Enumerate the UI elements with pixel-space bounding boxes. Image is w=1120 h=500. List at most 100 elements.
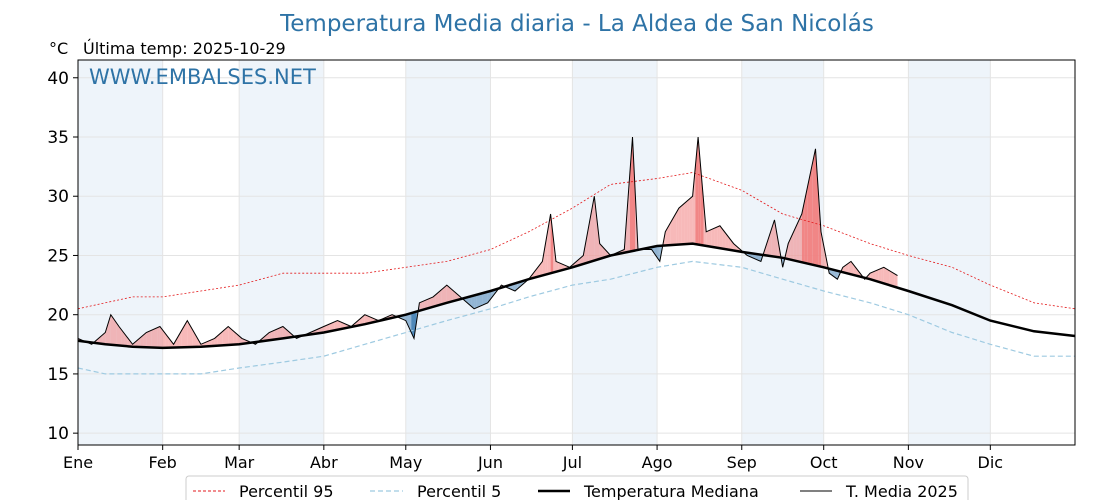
deviation-fill-day-271 — [818, 190, 821, 267]
deviation-fill-day-12 — [110, 314, 114, 345]
deviation-fill-day-222 — [684, 201, 688, 245]
deviation-fill-day-217 — [670, 217, 674, 246]
deviation-fill-day-292 — [875, 269, 879, 282]
deviation-fill-day-249 — [758, 254, 761, 262]
deviation-fill-day-28 — [154, 327, 158, 348]
y-tick-label-15: 15 — [47, 365, 69, 385]
deviation-fill-day-270 — [815, 148, 819, 266]
deviation-fill-day-254 — [771, 219, 775, 257]
deviation-fill-day-285 — [856, 268, 860, 277]
deviation-fill-day-261 — [790, 231, 794, 261]
x-tick-label-jun: Jun — [477, 453, 503, 472]
deviation-fill-day-291 — [872, 270, 876, 281]
x-tick-label-oct: Oct — [810, 453, 838, 472]
plot-frame — [77, 59, 1076, 446]
deviation-fill-day-14 — [116, 322, 119, 346]
deviation-fill-day-234 — [717, 225, 720, 249]
deviation-fill-day-10 — [105, 323, 108, 345]
deviation-fill-day-203 — [632, 137, 636, 251]
deviation-fill-day-106 — [367, 315, 371, 324]
deviation-fill-day-228 — [700, 168, 704, 246]
deviation-fill-day-27 — [151, 328, 155, 348]
deviation-fill-day-269 — [812, 148, 816, 266]
deviation-fill-day-13 — [113, 318, 117, 346]
deviation-fill-day-282 — [848, 261, 851, 275]
month-band-mar — [239, 60, 324, 445]
deviation-fill-day-277 — [834, 270, 838, 280]
deviation-fill-day-72 — [274, 328, 278, 340]
deviation-fill-day-93 — [332, 321, 335, 331]
deviation-fill-day-52 — [220, 331, 223, 346]
deviation-fill-day-70 — [269, 331, 272, 341]
deviation-fill-day-212 — [657, 245, 660, 262]
deviation-fill-day-104 — [362, 314, 365, 325]
deviation-fill-day-266 — [804, 187, 808, 264]
deviation-fill-day-169 — [539, 261, 543, 277]
deviation-fill-day-298 — [892, 272, 895, 287]
deviation-fill-day-239 — [730, 240, 734, 251]
legend-label-p5: Percentil 5 — [417, 482, 501, 500]
deviation-fill-day-173 — [550, 214, 554, 274]
deviation-fill-day-132 — [438, 289, 442, 306]
deviation-fill-day-40 — [187, 320, 190, 348]
deviation-fill-day-299 — [894, 273, 898, 288]
deviation-fill-day-31 — [162, 330, 166, 348]
deviation-fill-day-235 — [719, 225, 723, 249]
deviation-fill-day-71 — [271, 330, 275, 340]
deviation-fill-day-151 — [490, 290, 494, 300]
deviation-fill-day-296 — [886, 269, 890, 286]
deviation-fill-day-16 — [121, 330, 125, 346]
deviation-fill-day-137 — [452, 289, 455, 302]
x-tick-label-may: May — [389, 453, 422, 472]
x-tick-label-feb: Feb — [149, 453, 177, 472]
x-tick-label-mar: Mar — [224, 453, 255, 472]
deviation-fill-day-54 — [225, 326, 229, 346]
deviation-fill-day-92 — [329, 323, 332, 332]
deviation-fill-day-9 — [102, 332, 106, 345]
deviation-fill-day-252 — [766, 236, 770, 256]
legend-label-median: Temperatura Mediana — [583, 482, 759, 500]
deviation-fill-day-7 — [97, 337, 100, 344]
deviation-fill-day-216 — [668, 222, 671, 246]
deviation-fill-day-48 — [209, 339, 212, 347]
x-tick-label-abr: Abr — [310, 453, 338, 472]
deviation-fill-day-25 — [146, 331, 149, 348]
deviation-fill-day-262 — [793, 225, 797, 261]
deviation-fill-day-105 — [364, 314, 368, 325]
x-tick-label-sep: Sep — [727, 453, 757, 472]
deviation-fill-day-147 — [479, 293, 483, 307]
series-line-p95 — [77, 172, 1076, 310]
y-tick-label-10: 10 — [47, 424, 69, 444]
deviation-fill-day-268 — [810, 161, 813, 265]
legend-box — [185, 475, 969, 500]
legend-label-2025: T. Media 2025 — [845, 482, 958, 500]
deviation-fill-day-143 — [468, 296, 472, 307]
deviation-fills — [78, 137, 898, 348]
x-tick-label-dic: Dic — [978, 453, 1004, 472]
legend: Percentil 95 Percentil 5 Temperatura Med… — [185, 475, 969, 500]
deviation-fill-day-55 — [228, 326, 231, 345]
series-line-p5 — [77, 260, 1075, 375]
deviation-fill-day-272 — [821, 231, 824, 268]
deviation-fill-day-220 — [678, 205, 682, 245]
deviation-fill-day-24 — [143, 332, 147, 348]
y-tick-label-40: 40 — [47, 69, 69, 89]
deviation-fill-day-32 — [165, 333, 169, 348]
deviation-fill-day-267 — [807, 174, 810, 265]
series-line-t2025 — [77, 136, 898, 346]
deviation-fill-day-30 — [159, 326, 163, 348]
deviation-fill-day-53 — [222, 328, 226, 346]
deviation-fill-day-144 — [471, 295, 475, 309]
deviation-fill-day-95 — [337, 320, 341, 330]
deviation-fill-day-18 — [127, 337, 130, 347]
deviation-fill-day-49 — [211, 338, 215, 346]
deviation-fill-day-29 — [157, 326, 160, 348]
deviation-fill-day-146 — [476, 294, 480, 308]
y-axis: 10 15 20 25 30 35 40 — [47, 69, 78, 444]
deviation-fill-day-167 — [534, 268, 537, 278]
deviation-fill-day-236 — [722, 229, 726, 250]
deviation-fill-day-263 — [796, 219, 800, 262]
deviation-fill-day-39 — [184, 320, 188, 348]
x-tick-label-nov: Nov — [893, 453, 924, 472]
